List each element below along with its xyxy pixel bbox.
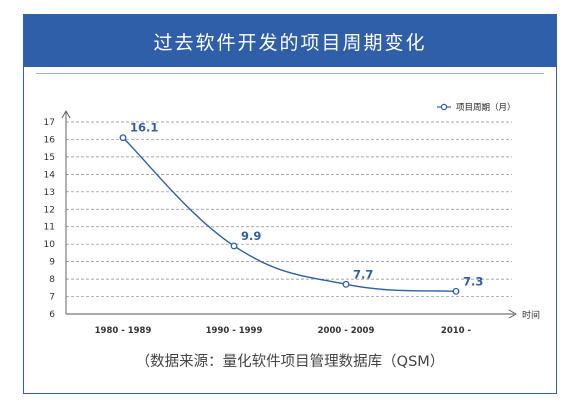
chart-title: 过去软件开发的项目周期变化 (24, 15, 556, 67)
data-point (342, 280, 350, 288)
chart-frame: 过去软件开发的项目周期变化 （数据来源：量化软件项目管理数据库（QSM） (23, 14, 557, 394)
x-tick-label: 1980 - 1989 (95, 326, 152, 336)
y-tick-label: 6 (49, 310, 55, 320)
data-label: 16.1 (130, 121, 158, 135)
data-label: 9.9 (241, 229, 261, 243)
y-tick-label: 7 (49, 293, 55, 303)
title-divider (36, 73, 544, 74)
data-label: 7.7 (353, 267, 373, 281)
data-point (119, 134, 127, 142)
series-line (122, 137, 457, 293)
legend-label: 项目周期（月） (456, 102, 516, 113)
y-tick-label: 16 (44, 135, 56, 145)
y-tick-label: 8 (49, 275, 55, 285)
y-tick-label: 12 (44, 205, 55, 215)
y-tick-label: 10 (44, 240, 56, 250)
y-tick-label: 9 (49, 258, 55, 268)
data-label: 7.3 (463, 274, 483, 288)
data-point (230, 242, 238, 250)
x-tick-label: 2010 - (441, 326, 472, 336)
y-tick-label: 13 (44, 188, 55, 198)
legend: 项目周期（月） (437, 102, 516, 113)
y-tick-label: 15 (44, 153, 55, 163)
data-point (452, 287, 460, 295)
source-note: （数据来源：量化软件项目管理数据库（QSM） (135, 354, 445, 370)
x-axis-title: 时间 (522, 309, 540, 321)
x-axis-arrow (508, 309, 517, 319)
y-axis-arrow (61, 110, 71, 119)
y-tick-label: 14 (44, 170, 56, 180)
legend-marker (440, 103, 448, 111)
y-tick-label: 11 (44, 223, 55, 233)
x-tick-label: 1990 - 1999 (206, 326, 263, 336)
x-tick-label: 2000 - 2009 (318, 326, 375, 336)
y-tick-label: 17 (44, 118, 55, 128)
